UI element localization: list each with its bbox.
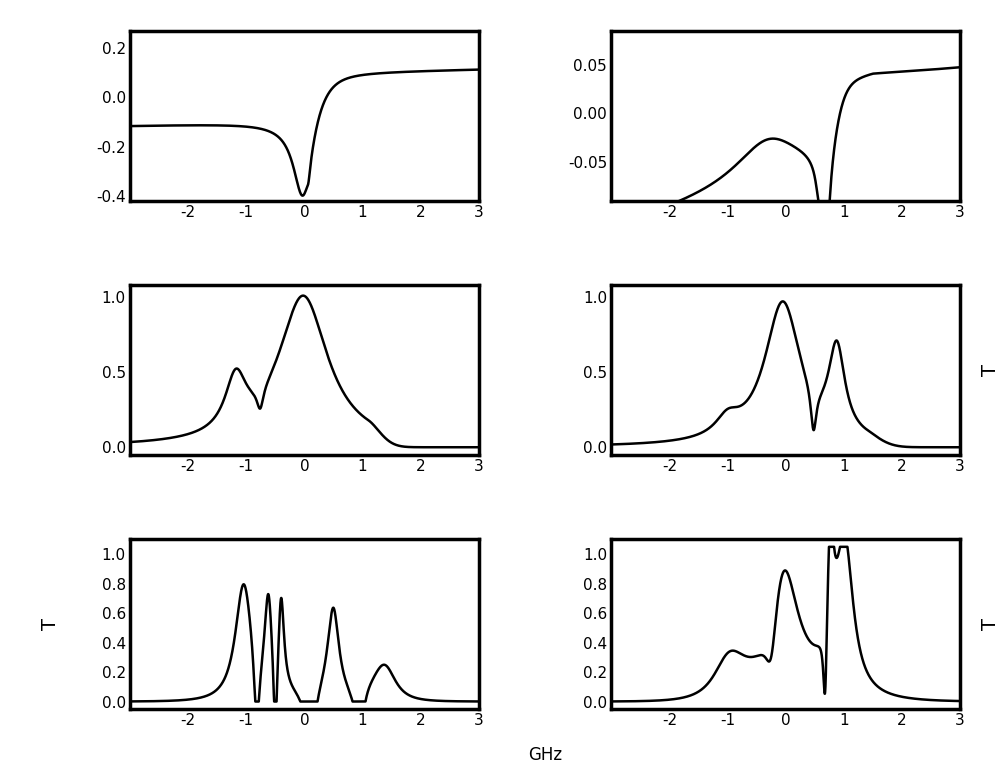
Text: GHz: GHz: [528, 746, 562, 763]
Text: T: T: [41, 619, 60, 630]
Text: T: T: [981, 619, 1000, 630]
Text: T: T: [981, 364, 1000, 376]
